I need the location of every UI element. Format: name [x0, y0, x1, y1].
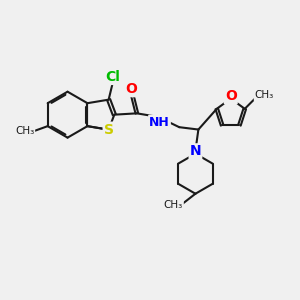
Text: O: O [126, 82, 137, 96]
Text: CH₃: CH₃ [15, 126, 34, 136]
Text: S: S [103, 123, 114, 137]
Text: CH₃: CH₃ [164, 200, 183, 210]
Text: CH₃: CH₃ [255, 90, 274, 100]
Text: N: N [190, 144, 201, 158]
Text: Cl: Cl [106, 70, 121, 84]
Text: NH: NH [149, 116, 170, 129]
Text: O: O [225, 89, 237, 103]
